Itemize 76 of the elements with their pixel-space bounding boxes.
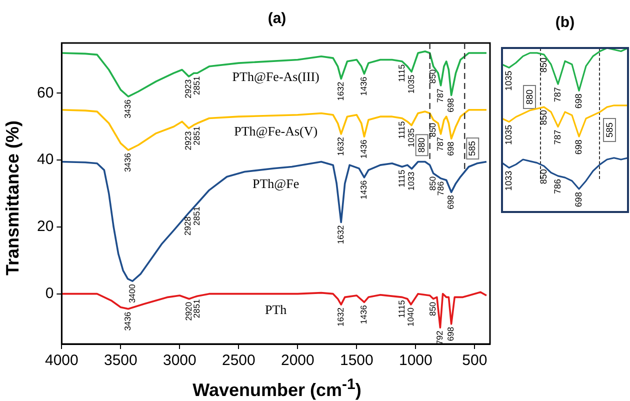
annotation: 1035 <box>503 124 514 145</box>
annotation: 1436 <box>358 76 369 96</box>
annotation: 1035 <box>503 70 514 91</box>
annotation: 698 <box>573 140 584 155</box>
annotation: 585 <box>604 122 615 138</box>
annotation: 698 <box>446 141 456 156</box>
annotation: 698 <box>573 94 584 109</box>
annotation: 792 <box>434 330 445 345</box>
annotation: 1632 <box>335 307 346 326</box>
annotation: 787 <box>435 136 446 152</box>
series-label: PTh@Fe <box>252 176 300 192</box>
x-tick-label: 1500 <box>340 352 374 370</box>
annotation: 1035 <box>406 74 416 94</box>
annotation: 1632 <box>335 82 346 101</box>
annotation: 850 <box>538 169 548 184</box>
annotation: 2923 <box>183 131 194 150</box>
x-tick-label: 500 <box>462 352 488 370</box>
annotation: 1033 <box>406 171 416 191</box>
annotation: 3436 <box>122 312 133 331</box>
y-tick-label: 40 <box>36 151 54 168</box>
annotation: 2851 <box>192 206 202 226</box>
annotation: 1436 <box>358 180 369 200</box>
annotation: 2851 <box>192 76 202 96</box>
annotation: 2920 <box>183 302 194 321</box>
y-axis-title: Transmittance (%) <box>2 120 24 276</box>
annotation: 850 <box>538 58 548 73</box>
annotation: 1115 <box>396 169 406 188</box>
annotation: 1436 <box>358 304 369 324</box>
series-label: PTh <box>265 302 288 317</box>
annotation: 1632 <box>335 136 346 156</box>
annotation: 698 <box>573 192 584 208</box>
x-tick-label: 3500 <box>104 352 138 370</box>
annotation: 3400 <box>126 284 137 304</box>
x-tick-label: 4000 <box>44 352 78 370</box>
annotation: 850 <box>428 302 438 316</box>
chart-title: (a) <box>266 10 288 27</box>
annotation: 2851 <box>192 126 202 146</box>
annotation: 698 <box>446 98 456 112</box>
ref-line-label: 585 <box>467 140 478 156</box>
annotation: 698 <box>446 194 456 210</box>
series-label: PTh@Fe-As(III) <box>232 68 320 84</box>
annotation: 1632 <box>335 225 346 244</box>
y-tick-label: 20 <box>36 218 54 236</box>
annotation: 698 <box>446 326 456 342</box>
annotation: 2851 <box>192 298 202 318</box>
annotation: 850 <box>538 110 548 126</box>
annotation: 850 <box>428 69 438 84</box>
annotation: 1040 <box>405 307 416 326</box>
annotation: 1115 <box>396 120 406 139</box>
annotation: 1033 <box>503 170 514 191</box>
annotation: 786 <box>552 178 562 194</box>
annotation: 787 <box>552 130 562 145</box>
x-tick-label: 2000 <box>280 352 314 370</box>
annotation: 1115 <box>396 64 406 82</box>
series-label: PTh@Fe-As(V) <box>234 123 318 138</box>
ref-line-label: 880 <box>416 138 426 153</box>
y-tick-label: 0 <box>45 284 54 302</box>
annotation: 787 <box>552 87 562 102</box>
annotation: 880 <box>524 90 534 105</box>
annotation: 787 <box>435 88 446 103</box>
annotation: 2928 <box>182 216 193 236</box>
chart-title: (b) <box>554 14 576 31</box>
annotation: 850 <box>428 122 438 138</box>
annotation: 850 <box>428 176 438 191</box>
y-tick-label: 60 <box>36 84 54 102</box>
annotation: 1115 <box>396 300 406 318</box>
x-tick-label: 2500 <box>222 352 256 370</box>
annotation: 1035 <box>406 128 416 148</box>
annotation: 786 <box>435 181 446 196</box>
annotation: 1436 <box>358 139 369 159</box>
annotation: 3436 <box>122 99 133 118</box>
x-tick-label: 1000 <box>398 352 432 370</box>
x-axis-title: Wavenumber (cm$^{-1}$) <box>192 376 362 401</box>
x-tick-label: 3000 <box>162 352 196 370</box>
annotation: 2923 <box>183 79 194 98</box>
annotation: 3436 <box>122 152 133 172</box>
